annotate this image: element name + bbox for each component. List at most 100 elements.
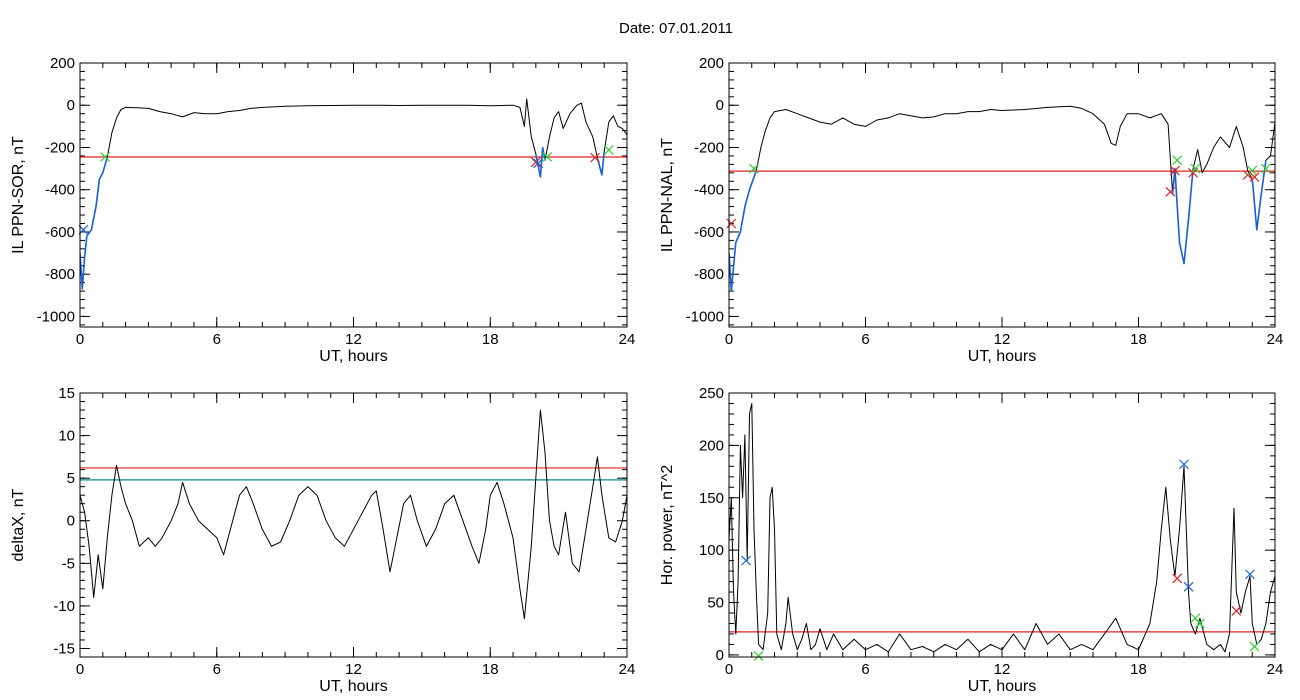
x-tick-label: 6 <box>213 661 221 678</box>
chart-top-left: 0 6 12 18 24 -1000 -800 -600 -400 -200 0 200 UT, hou… <box>10 55 635 365</box>
event-marker <box>1172 155 1183 166</box>
y-tick-label: -800 <box>45 266 75 283</box>
y-tick-label: 200 <box>699 437 724 454</box>
figure-title: Date: 07.01.2011 <box>619 20 733 37</box>
event-marker <box>749 163 759 174</box>
series-line <box>729 403 1275 653</box>
plot-frame <box>728 392 1276 658</box>
x-tick-label: 24 <box>619 331 636 348</box>
event-marker <box>530 157 541 168</box>
y-tick-label: 150 <box>699 490 724 507</box>
highlight-segment <box>729 170 758 292</box>
y-tick-label: -1000 <box>37 308 75 325</box>
event-marker <box>603 145 614 155</box>
y-tick-label: -600 <box>694 224 724 241</box>
event-marker <box>1249 641 1260 652</box>
event-marker <box>533 158 544 169</box>
x-tick-label: 6 <box>861 331 869 348</box>
y-tick-label: 200 <box>50 55 75 72</box>
y-tick-label: -200 <box>694 139 724 156</box>
x-tick-label: 18 <box>482 331 499 348</box>
y-tick-label: 50 <box>707 595 724 612</box>
x-tick-label: 12 <box>994 661 1011 678</box>
event-marker <box>1190 163 1201 174</box>
x-tick-label: 0 <box>76 661 84 678</box>
y-tick-label: -800 <box>694 266 724 283</box>
y-tick-label: 0 <box>716 97 724 114</box>
chart-bottom-left: 0 6 12 18 24 -15 -10 -5 0 5 10 15 UT, hours deltaX, n… <box>10 385 635 695</box>
x-axis-label: UT, hours <box>319 348 387 365</box>
event-marker <box>1165 186 1176 197</box>
y-tick-label: 15 <box>58 385 75 402</box>
highlight-segment <box>1171 167 1194 265</box>
event-marker <box>1231 605 1242 616</box>
series-line <box>80 98 627 290</box>
event-marker <box>1169 165 1180 176</box>
highlight-segment <box>80 156 109 290</box>
chart-bottom-right: 0 6 12 18 24 0 50 100 150 200 250 UT, hours Hor. pow… <box>659 385 1283 695</box>
event-marker <box>741 555 751 566</box>
y-tick-label: 250 <box>699 385 724 402</box>
y-tick-label: -200 <box>45 139 75 156</box>
y-tick-label: 0 <box>67 97 75 114</box>
x-tick-label: 24 <box>1267 661 1284 678</box>
y-axis-label: IL PPN-SOR, nT <box>10 136 27 254</box>
x-axis-label: UT, hours <box>968 678 1036 695</box>
x-tick-label: 18 <box>482 661 499 678</box>
event-marker <box>1179 459 1189 470</box>
series-line <box>80 409 627 620</box>
event-marker <box>1183 581 1194 592</box>
x-tick-label: 0 <box>76 331 84 348</box>
y-tick-label: 10 <box>58 428 75 445</box>
x-tick-label: 0 <box>725 661 733 678</box>
series-line <box>729 105 1275 292</box>
x-tick-label: 24 <box>619 661 636 678</box>
x-tick-label: 24 <box>1267 331 1284 348</box>
y-tick-label: 5 <box>67 470 75 487</box>
y-tick-label: 200 <box>699 55 724 72</box>
y-axis-label: Hor. power, nT^2 <box>659 465 676 586</box>
event-marker <box>590 152 601 163</box>
y-tick-label: 0 <box>716 647 724 664</box>
x-tick-label: 0 <box>725 331 733 348</box>
x-axis-label: UT, hours <box>968 348 1036 365</box>
x-tick-label: 18 <box>1130 331 1147 348</box>
y-tick-label: -600 <box>45 224 75 241</box>
event-marker <box>1249 172 1260 182</box>
x-tick-label: 12 <box>994 331 1011 348</box>
chart-top-right: 0 6 12 18 24 -1000 -800 -600 -400 -200 0 200 UT, hou… <box>659 55 1283 365</box>
event-marker <box>1260 163 1271 174</box>
y-axis-label: IL PPN-NAL, nT <box>659 138 676 252</box>
plot-frame <box>728 62 1276 328</box>
event-marker <box>1245 569 1255 580</box>
x-tick-label: 6 <box>213 331 221 348</box>
event-marker <box>1195 618 1205 629</box>
event-marker <box>1247 165 1258 176</box>
y-tick-label: 100 <box>699 542 724 559</box>
x-tick-label: 12 <box>345 331 362 348</box>
highlight-segment <box>596 151 605 176</box>
y-tick-label: -10 <box>53 598 75 615</box>
event-marker <box>726 218 737 229</box>
event-marker <box>753 651 764 661</box>
x-axis-label: UT, hours <box>319 678 387 695</box>
event-marker <box>1172 573 1183 584</box>
y-tick-label: 0 <box>67 513 75 530</box>
x-tick-label: 6 <box>861 661 869 678</box>
x-tick-label: 12 <box>345 661 362 678</box>
y-tick-label: -15 <box>53 640 75 657</box>
y-tick-label: -400 <box>45 182 75 199</box>
highlight-segment <box>1251 160 1267 231</box>
y-axis-label: deltaX, nT <box>10 488 27 561</box>
y-tick-label: -400 <box>694 182 724 199</box>
x-tick-label: 18 <box>1130 661 1147 678</box>
event-marker <box>100 152 110 162</box>
plot-frame <box>79 62 628 328</box>
y-tick-label: -1000 <box>686 308 724 325</box>
event-marker <box>542 152 553 162</box>
plot-frame <box>79 392 628 658</box>
y-tick-label: -5 <box>62 555 75 572</box>
